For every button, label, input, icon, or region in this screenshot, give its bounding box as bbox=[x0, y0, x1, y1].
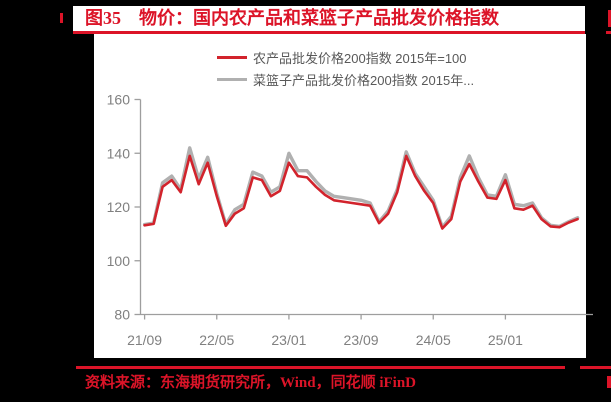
x-tick-label: 23/01 bbox=[271, 332, 306, 348]
y-tick-label: 100 bbox=[107, 253, 131, 269]
adjacent-column-fragment-bottom-right bbox=[607, 376, 611, 388]
y-tick-label: 140 bbox=[107, 145, 131, 161]
x-tick-label: 23/09 bbox=[344, 332, 379, 348]
legend-red-line-icon bbox=[217, 56, 247, 59]
x-tick-label: 25/01 bbox=[488, 332, 523, 348]
x-tick-label: 24/05 bbox=[416, 332, 451, 348]
y-tick-label: 120 bbox=[107, 199, 131, 215]
y-tick-label: 80 bbox=[114, 307, 130, 323]
source-text: 资料来源：东海期货研究所，Wind，同花顺 iFinD bbox=[85, 375, 417, 391]
adjacent-column-fragment-left bbox=[60, 13, 63, 23]
adjacent-column-underline-fragment bbox=[606, 31, 611, 34]
adjacent-column-fragment-top-right bbox=[608, 10, 611, 27]
legend-label-basket: 菜篮子产品批发价格200指数 2015年... bbox=[253, 73, 475, 88]
series-line-agri bbox=[143, 154, 579, 230]
figure-title-band: 图35 物价：国内农产品和菜篮子产品批发价格指数 bbox=[73, 6, 585, 34]
legend-gray-line-icon bbox=[217, 78, 247, 81]
series-line-basket bbox=[142, 146, 580, 229]
y-tick-label: 160 bbox=[107, 92, 131, 108]
figure-title: 图35 物价：国内农产品和菜篮子产品批发价格指数 bbox=[85, 8, 499, 28]
adjacent-column-divider-fragment bbox=[580, 366, 611, 369]
chart-legend: 农产品批发价格200指数 2015年=100 菜篮子产品批发价格200指数 20… bbox=[217, 50, 474, 94]
source-divider-line bbox=[76, 366, 565, 369]
x-tick-label: 21/09 bbox=[127, 332, 162, 348]
legend-label-agri: 农产品批发价格200指数 2015年=100 bbox=[253, 51, 467, 66]
x-tick-label: 22/05 bbox=[199, 332, 234, 348]
legend-item-basket-index: 菜篮子产品批发价格200指数 2015年... bbox=[217, 72, 475, 88]
legend-item-agri-index: 农产品批发价格200指数 2015年=100 bbox=[217, 50, 474, 66]
